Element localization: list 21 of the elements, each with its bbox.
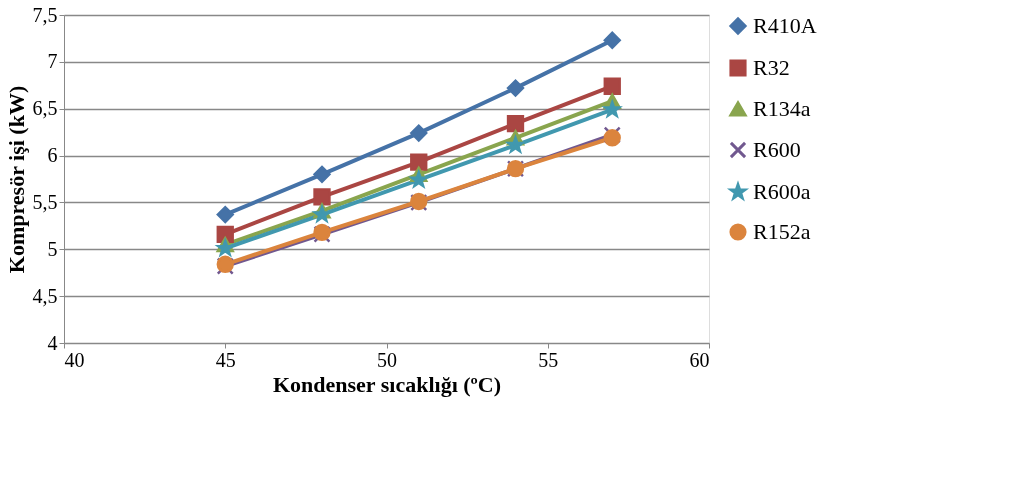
y-tick-label: 5	[47, 237, 58, 260]
legend-label: R32	[753, 55, 790, 80]
x-axis-title: Kondenser sıcaklığı (ºC)	[272, 371, 502, 397]
legend-label: R600	[753, 137, 801, 162]
legend-label: R600a	[753, 179, 811, 204]
legend-label: R152a	[753, 219, 811, 244]
x-tick-label: 55	[538, 348, 559, 371]
y-tick-label: 7	[47, 50, 58, 73]
y-tick-label: 5,5	[32, 190, 58, 213]
legend-label: R410A	[753, 13, 817, 38]
legend-label: R134a	[753, 96, 811, 121]
y-tick-label: 6	[47, 144, 58, 167]
y-tick-label: 4	[47, 331, 58, 354]
y-tick-label: 4,5	[32, 284, 58, 307]
y-tick-label: 6,5	[32, 97, 58, 120]
x-tick-label: 60	[689, 348, 710, 371]
y-tick-label: 7,5	[32, 3, 58, 26]
x-tick-label: 45	[215, 348, 236, 371]
y-axis-title: Kompresör işi (kW)	[3, 85, 29, 274]
x-tick-label: 50	[377, 348, 397, 371]
x-tick-label: 40	[64, 348, 85, 371]
